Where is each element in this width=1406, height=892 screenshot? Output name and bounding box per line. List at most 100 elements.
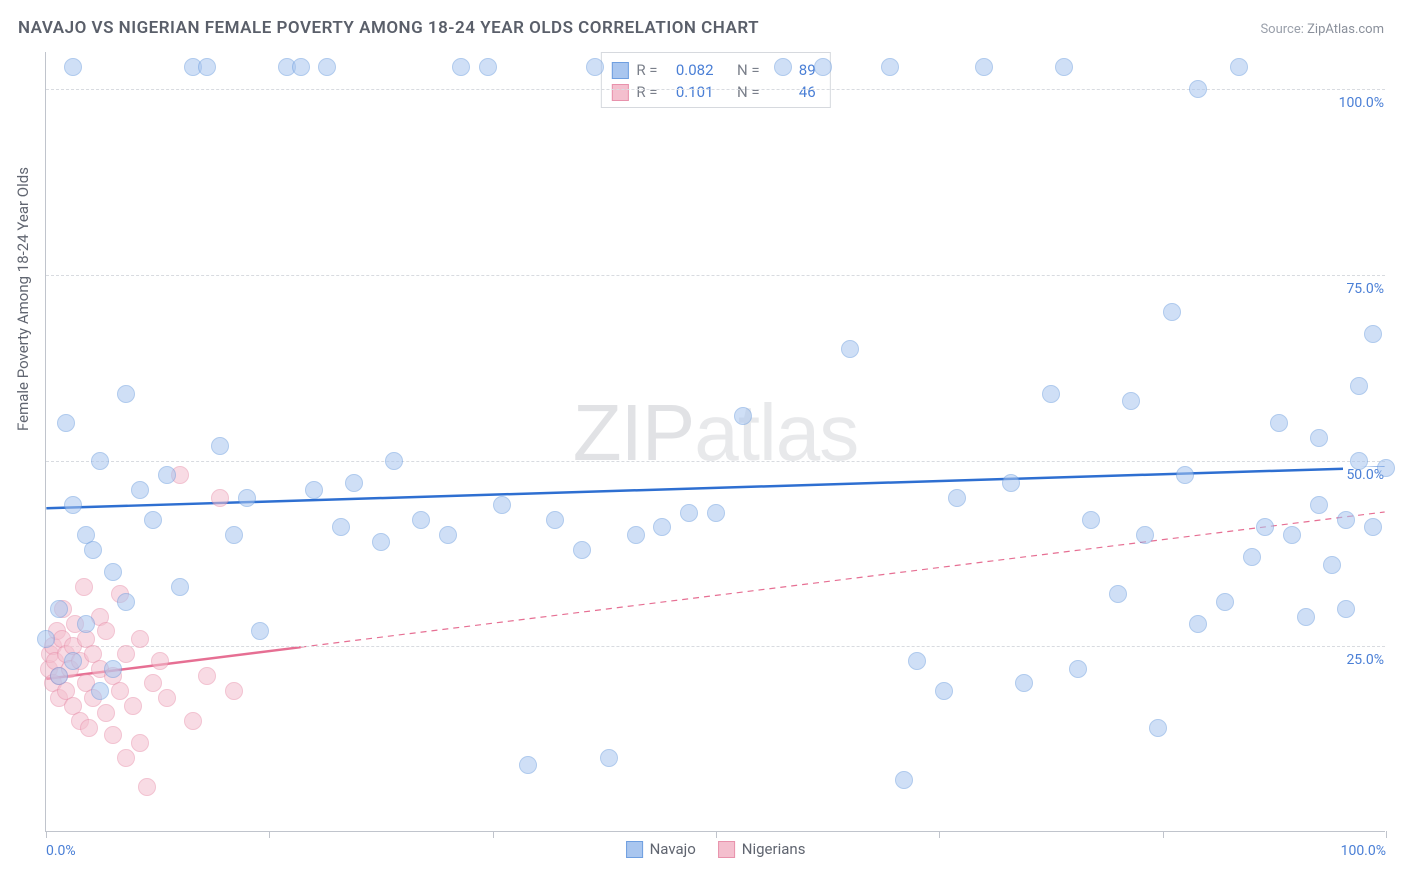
x-tick [1163, 831, 1164, 838]
navajo-point [37, 630, 55, 648]
r-label: R = [636, 83, 657, 101]
navajo-point [707, 504, 725, 522]
navajo-point [479, 58, 497, 76]
x-tick [1386, 831, 1387, 838]
x-tick [46, 831, 47, 838]
navajo-swatch-icon [611, 62, 628, 79]
nigerians-point [131, 734, 149, 752]
gridline [46, 89, 1385, 90]
x-tick [716, 831, 717, 838]
navajo-point [1364, 518, 1382, 536]
navajo-point [1323, 556, 1341, 574]
navajo-point [573, 541, 591, 559]
n-label: N = [737, 61, 760, 79]
navajo-point [251, 622, 269, 640]
nigerians-point [111, 682, 129, 700]
nigerians-swatch-icon [718, 841, 735, 858]
navajo-point [1055, 58, 1073, 76]
n-label: N = [737, 83, 760, 101]
navajo-point [586, 58, 604, 76]
nigerians-n-value: 46 [768, 83, 816, 101]
x-tick-label: 100.0% [1341, 843, 1386, 859]
navajo-point [627, 526, 645, 544]
x-tick [939, 831, 940, 838]
scatter-plot-area: ZIPatlas R = 0.082 N = 89 R = 0.101 N = … [45, 52, 1385, 832]
nigerians-point [144, 674, 162, 692]
navajo-point [1337, 511, 1355, 529]
navajo-point [1122, 392, 1140, 410]
navajo-point [117, 385, 135, 403]
gridline [46, 646, 1385, 647]
navajo-point [881, 58, 899, 76]
chart-title: NAVAJO VS NIGERIAN FEMALE POVERTY AMONG … [18, 18, 759, 38]
nigerians-point [138, 778, 156, 796]
navajo-point [1337, 600, 1355, 618]
navajo-point [84, 541, 102, 559]
navajo-point [1015, 674, 1033, 692]
navajo-point [412, 511, 430, 529]
navajo-point [1109, 585, 1127, 603]
navajo-point [385, 452, 403, 470]
navajo-point [171, 578, 189, 596]
nigerians-point [117, 749, 135, 767]
navajo-point [318, 58, 336, 76]
legend-item-navajo: Navajo [626, 840, 696, 858]
navajo-point [211, 437, 229, 455]
navajo-point [1149, 719, 1167, 737]
navajo-point [1283, 526, 1301, 544]
nigerians-point [97, 704, 115, 722]
nigerians-point [131, 630, 149, 648]
navajo-point [57, 414, 75, 432]
navajo-point [292, 58, 310, 76]
nigerians-point [80, 719, 98, 737]
navajo-point [1189, 615, 1207, 633]
nigerians-point [198, 667, 216, 685]
navajo-point [198, 58, 216, 76]
navajo-point [332, 518, 350, 536]
nigerians-point [117, 645, 135, 663]
navajo-point [1297, 608, 1315, 626]
trend-lines-layer [46, 52, 1385, 831]
navajo-point [1256, 518, 1274, 536]
navajo-point [1230, 58, 1248, 76]
y-tick-label: 25.0% [1343, 652, 1387, 668]
nigerians-legend-label: Nigerians [742, 840, 806, 858]
legend-item-nigerians: Nigerians [718, 840, 806, 858]
navajo-point [546, 511, 564, 529]
navajo-point [439, 526, 457, 544]
navajo-point [1176, 466, 1194, 484]
y-tick-label: 100.0% [1336, 95, 1387, 111]
navajo-point [1163, 303, 1181, 321]
navajo-point [1042, 385, 1060, 403]
navajo-point [734, 407, 752, 425]
nigerians-point [158, 689, 176, 707]
navajo-point [519, 756, 537, 774]
nigerians-point [211, 489, 229, 507]
source-label: Source: [1260, 22, 1303, 37]
navajo-point [117, 593, 135, 611]
navajo-point [50, 667, 68, 685]
navajo-point [600, 749, 618, 767]
r-label: R = [636, 61, 657, 79]
navajo-point [653, 518, 671, 536]
nigerians-point [124, 697, 142, 715]
nigerians-point [97, 622, 115, 640]
navajo-point [1189, 80, 1207, 98]
navajo-point [50, 600, 68, 618]
gridline [46, 461, 1385, 462]
nigerians-point [225, 682, 243, 700]
stats-row-nigerians: R = 0.101 N = 46 [611, 81, 815, 103]
navajo-point [64, 496, 82, 514]
navajo-point [841, 340, 859, 358]
nigerians-point [104, 726, 122, 744]
navajo-point [935, 682, 953, 700]
source-attribution: Source: ZipAtlas.com [1260, 22, 1384, 37]
source-value: ZipAtlas.com [1307, 22, 1384, 37]
navajo-point [372, 533, 390, 551]
navajo-point [1243, 548, 1261, 566]
navajo-point [895, 771, 913, 789]
navajo-point [1216, 593, 1234, 611]
navajo-point [238, 489, 256, 507]
navajo-point [1002, 474, 1020, 492]
trend-line [301, 512, 1385, 647]
